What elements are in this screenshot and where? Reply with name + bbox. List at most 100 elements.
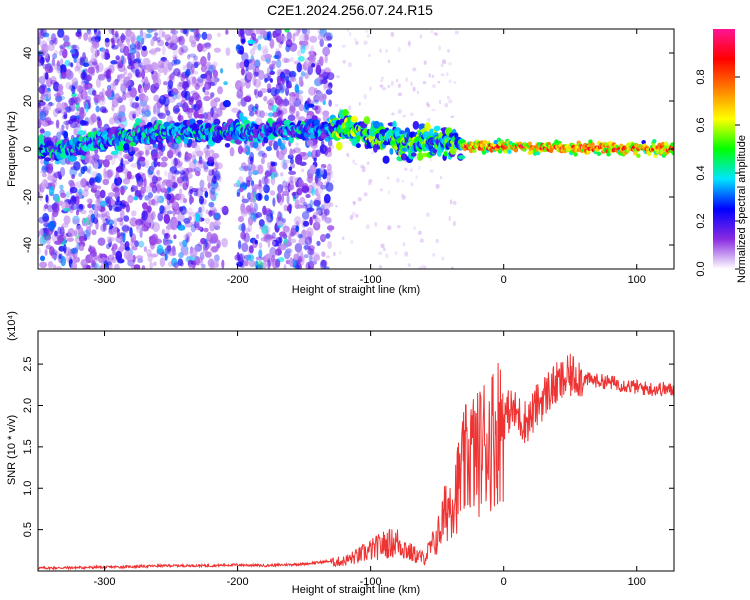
spectrogram-noise-cell xyxy=(252,42,258,51)
spectrogram-noise-cell xyxy=(294,242,303,253)
spectrogram-noise-cell xyxy=(185,177,190,188)
spectrogram-noise-cell xyxy=(309,199,314,209)
spectrogram-noise-cell xyxy=(77,130,86,136)
spectrogram-noise-cell xyxy=(152,143,158,149)
spectrogram-noise-cell xyxy=(41,178,49,189)
snr-frame xyxy=(37,330,675,572)
spectrogram-noise-cell xyxy=(203,227,209,233)
spectrogram-noise-cell xyxy=(186,61,193,71)
spectrogram-noise-cell xyxy=(200,237,207,245)
spectrogram-noise-cell xyxy=(173,157,178,167)
spectrogram-noise-cell xyxy=(42,212,49,223)
spectrogram-noise-cell xyxy=(56,197,60,203)
spectrogram-noise-cell xyxy=(97,237,106,246)
spectrogram-noise-cell xyxy=(154,32,158,37)
spectrogram-noise-cell xyxy=(401,194,407,201)
spectrogram-noise-cell xyxy=(88,35,92,43)
spectrogram-noise-cell xyxy=(132,113,137,119)
spectrogram-noise-cell xyxy=(110,150,119,156)
spectrogram-noise-cell xyxy=(79,56,84,66)
colorbar: 0.0 0.2 0.4 0.6 0.8 Normalized spectral ampl… xyxy=(695,29,748,283)
spectrogram-noise-cell xyxy=(306,97,311,105)
spectrogram-noise-cell xyxy=(42,173,47,178)
spectrogram-noise-cell xyxy=(323,32,332,42)
spectrogram-noise-cell xyxy=(283,58,290,63)
spectrogram-noise-cell xyxy=(126,170,132,180)
spectrogram-noise-cell xyxy=(280,193,285,203)
spectrogram-noise-cell xyxy=(93,203,102,212)
spectrogram-noise-cell xyxy=(172,207,176,217)
spectrogram-noise-cell xyxy=(141,107,146,114)
spectrogram-noise-cell xyxy=(130,37,137,43)
spectrogram-noise-cell xyxy=(291,92,295,97)
spectrogram-noise-cell xyxy=(78,245,84,252)
spectrogram-noise-cell xyxy=(219,67,224,74)
spectrogram-noise-cell xyxy=(225,29,229,35)
spectrogram-noise-cell xyxy=(272,197,276,207)
spectrogram-noise-cell xyxy=(374,221,378,227)
spectrogram-noise-cell xyxy=(259,110,265,119)
spectrogram-noise-cell xyxy=(72,256,81,263)
spectrogram-noise-cell xyxy=(171,257,178,267)
spectrogram-band-cell xyxy=(117,144,125,152)
spectrogram-noise-cell xyxy=(282,98,290,107)
snr-x-ticks: -300 -200 -100 0 100 xyxy=(94,331,646,588)
spectrogram-noise-cell xyxy=(146,205,152,213)
spectrogram-noise-cell xyxy=(316,240,321,247)
spectrogram-noise-cell xyxy=(282,190,290,197)
spectrogram-noise-cell xyxy=(91,89,97,96)
spectrogram-noise-cell xyxy=(63,120,71,125)
spectrogram-noise-cell xyxy=(182,64,186,71)
spectrogram-noise-cell xyxy=(207,51,211,61)
spectrogram-noise-cell xyxy=(267,237,271,248)
spectrogram-noise-cell xyxy=(342,59,347,64)
spectrogram-noise-cell xyxy=(121,85,127,90)
spectrogram-noise-cell xyxy=(194,82,200,90)
spectrogram-noise-cell xyxy=(300,71,306,77)
spectrogram-noise-cell xyxy=(213,97,221,103)
spectrogram-noise-cell xyxy=(395,78,399,83)
spectrogram-band-cell xyxy=(472,148,477,153)
spectrogram-noise-cell xyxy=(89,253,94,262)
spectrogram-noise-cell xyxy=(100,200,107,208)
spectrogram-noise-cell xyxy=(204,90,210,96)
spectrogram-noise-cell xyxy=(205,61,212,71)
spectrogram-noise-cell xyxy=(57,29,65,38)
spectrogram-noise-cell xyxy=(285,87,290,96)
spectrogram-noise-cell xyxy=(149,48,158,56)
spectrogram-noise-cell xyxy=(324,217,332,224)
spectrogram-noise-cell xyxy=(347,62,352,68)
spectrogram-noise-cell xyxy=(419,34,423,39)
spectrogram-noise-cell xyxy=(53,37,58,45)
spectrogram-noise-cell xyxy=(314,220,320,228)
spectrogram-noise-cell xyxy=(173,108,181,113)
spectrogram-noise-cell xyxy=(39,261,48,269)
spectrogram-noise-cell xyxy=(207,156,215,163)
spectrogram-noise-cell xyxy=(247,216,254,226)
spectrogram-noise-cell xyxy=(316,168,320,177)
spectrogram-noise-cell xyxy=(102,222,106,232)
spectrogram-noise-cell xyxy=(266,66,271,77)
spectrogram-noise-cell xyxy=(84,221,88,227)
spectrogram-noise-cell xyxy=(313,199,321,207)
spectrogram-noise-cell xyxy=(309,164,317,175)
spectrogram-noise-cell xyxy=(75,209,80,216)
spectrogram-noise-cell xyxy=(293,147,301,154)
spectrogram-noise-cell xyxy=(245,205,252,213)
spectrogram-x-tick-label: -100 xyxy=(360,274,382,286)
spectrogram-noise-cell xyxy=(138,156,146,162)
spectrogram-noise-cell xyxy=(193,55,198,61)
spectrogram-noise-cell xyxy=(245,94,252,102)
spectrogram-noise-cell xyxy=(275,82,283,91)
figure-title: C2E1.2024.256.07.24.R15 xyxy=(267,2,433,18)
spectrogram-noise-cell xyxy=(162,94,170,99)
spectrogram-noise-cell xyxy=(63,41,70,47)
spectrogram-noise-cell xyxy=(195,187,204,198)
spectrogram-noise-cell xyxy=(142,95,149,103)
spectrogram-noise-cell xyxy=(196,150,204,157)
spectrogram-noise-cell xyxy=(78,235,85,242)
spectrogram-noise-cell xyxy=(59,234,67,241)
spectrogram-noise-cell xyxy=(67,228,75,238)
spectrogram-noise-cell xyxy=(366,161,370,165)
spectrogram-noise-cell xyxy=(156,36,161,43)
